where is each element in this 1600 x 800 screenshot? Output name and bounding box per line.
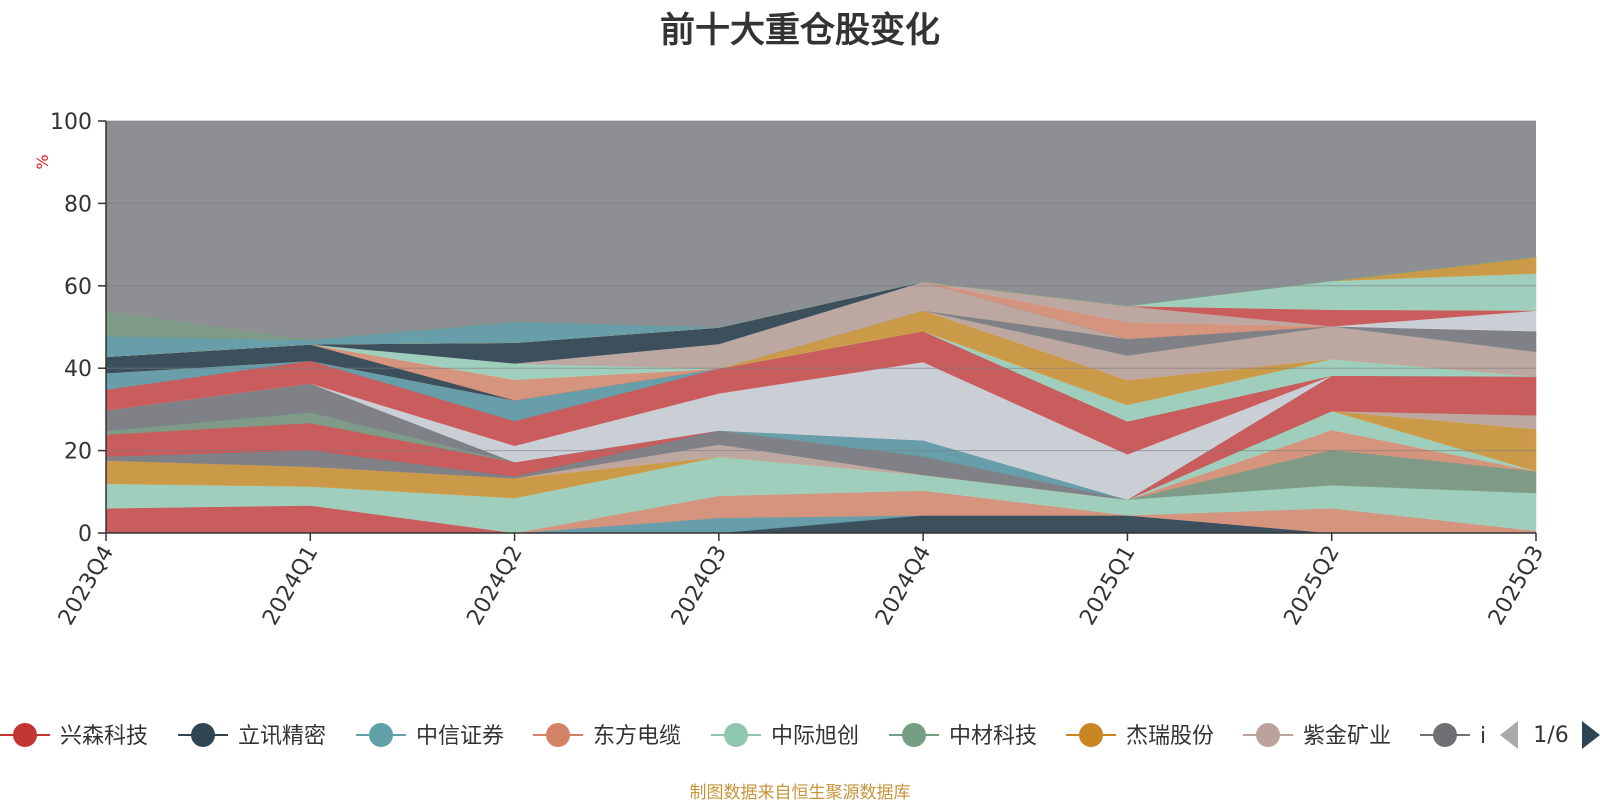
plot-areas (105, 121, 1537, 534)
x-tick-label: 2025Q2 (1280, 542, 1345, 630)
y-tick-label: 80 (64, 192, 92, 217)
x-tick-label: 2025Q3 (1484, 542, 1549, 630)
legend-prev-page-icon[interactable] (1500, 721, 1518, 749)
legend-marker-icon (902, 723, 926, 747)
legend-item[interactable]: 中信证券 (356, 723, 504, 749)
legend-marker-icon (1079, 723, 1103, 747)
legend-marker-icon (1256, 723, 1280, 747)
legend-marker-icon (546, 723, 570, 747)
x-tick-label: 2024Q2 (462, 542, 527, 630)
legend-label: 中际旭创 (771, 724, 859, 749)
x-tick-label: 2025Q1 (1075, 542, 1140, 630)
legend-page-indicator: 1/6 (1533, 723, 1568, 748)
legend-marker-icon (191, 723, 215, 747)
legend-label: 杰瑞股份 (1126, 724, 1214, 749)
chart-title: 前十大重仓股变化 (659, 11, 940, 51)
legend-label: i (1480, 724, 1486, 749)
legend-item[interactable]: 杰瑞股份 (1066, 723, 1214, 749)
grid-lines (106, 120, 1536, 452)
y-tick-label: 0 (78, 522, 92, 547)
y-tick-label: 100 (50, 110, 92, 135)
legend-label: 东方电缆 (593, 724, 681, 749)
series-area-34 (105, 256, 1537, 341)
legend-item[interactable]: 中际旭创 (711, 723, 859, 749)
source-note: 制图数据来自恒生聚源数据库 (689, 783, 911, 800)
x-tick-label: 2024Q4 (871, 542, 936, 630)
y-axis-unit-label: % (33, 154, 52, 169)
legend-marker-icon (13, 723, 37, 747)
legend-item[interactable]: 中材科技 (889, 723, 1037, 749)
legend-marker-icon (724, 723, 748, 747)
y-tick-label: 60 (64, 275, 92, 300)
legend-item[interactable]: 东方电缆 (533, 723, 681, 749)
legend-item[interactable]: 紫金矿业 (1243, 723, 1391, 749)
legend-item[interactable]: 立讯精密 (178, 723, 326, 749)
y-tick-label: 20 (64, 440, 92, 465)
x-tick-label: 2024Q3 (667, 542, 732, 630)
legend-next-page-icon[interactable] (1582, 721, 1600, 749)
legend-label: 立讯精密 (238, 724, 326, 749)
legend-label: 紫金矿业 (1303, 724, 1391, 749)
legend-label: 兴森科技 (60, 724, 148, 749)
y-tick-label: 40 (64, 357, 92, 382)
x-tick-label: 2023Q4 (54, 542, 119, 630)
legend[interactable]: 兴森科技 立讯精密 中信证券 东方电缆 中际旭创 中材科技 杰瑞股份 紫金矿业 i 1/6 (0, 721, 1600, 749)
legend-marker-icon (1433, 723, 1457, 747)
x-tick-label: 2024Q1 (258, 542, 323, 630)
legend-label: 中材科技 (949, 724, 1037, 749)
legend-item[interactable]: 兴森科技 (0, 723, 148, 749)
legend-label: 中信证券 (416, 724, 504, 749)
legend-item[interactable]: i (1420, 723, 1486, 749)
legend-marker-icon (369, 723, 393, 747)
